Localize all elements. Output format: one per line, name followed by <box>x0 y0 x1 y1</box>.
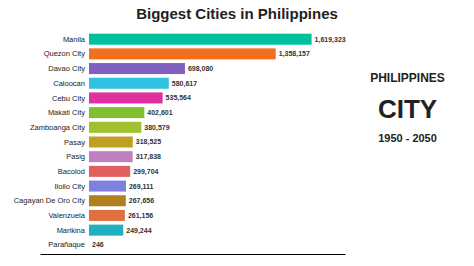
bar <box>89 210 125 221</box>
category-label: Caloocan <box>53 79 85 88</box>
bar <box>89 48 276 59</box>
category-label: Marikina <box>57 226 86 235</box>
data-label: 318,525 <box>136 138 161 146</box>
bar <box>89 63 185 74</box>
category-label: Cagayan De Oro City <box>14 196 86 205</box>
axis-line <box>41 254 346 255</box>
data-label: 249,244 <box>126 227 151 235</box>
bars <box>89 34 312 251</box>
annotation: CITY <box>378 94 437 124</box>
category-label: Davao City <box>48 64 85 73</box>
category-label: Manila <box>63 35 86 44</box>
bar <box>89 107 144 118</box>
category-label: Valenzuela <box>48 211 85 220</box>
data-label: 267,656 <box>129 197 154 205</box>
chart: Biggest Cities in Philippines Manila Quezo… <box>0 0 474 266</box>
data-label: 1,358,157 <box>279 50 310 58</box>
x-axis <box>41 254 346 255</box>
category-label: Cebu City <box>52 94 85 103</box>
annotations: PHILIPPINES CITY 1950 - 2050 <box>370 71 445 144</box>
annotation: 1950 - 2050 <box>378 132 437 144</box>
category-label: Iloilo City <box>55 182 86 191</box>
data-label: 402,601 <box>147 109 172 117</box>
category-label: Quezon City <box>44 49 86 58</box>
category-labels: Manila Quezon City Davao City Caloocan Cebu … <box>14 35 86 250</box>
data-labels: 1,619,323 1,358,157 698,080 580,617 535,564 4… <box>92 36 346 249</box>
bar <box>89 136 133 147</box>
bar <box>89 181 126 192</box>
data-label: 261,156 <box>128 212 153 220</box>
title: Biggest Cities in Philippines <box>136 5 338 22</box>
bar <box>89 166 130 177</box>
data-label: 317,838 <box>136 153 161 161</box>
category-label: Pasig <box>66 152 85 161</box>
category-label: Parañaque <box>48 240 85 249</box>
data-label: 380,579 <box>144 124 169 132</box>
category-label: Pasay <box>64 138 85 147</box>
bar <box>89 122 141 133</box>
bar <box>89 151 133 162</box>
category-label: Makati City <box>48 108 85 117</box>
bar <box>88 239 89 250</box>
data-label: 535,564 <box>166 94 191 102</box>
data-label: 580,617 <box>172 80 197 88</box>
bar <box>89 225 123 236</box>
annotation: PHILIPPINES <box>370 71 445 85</box>
data-label: 299,704 <box>133 168 158 176</box>
plot: Manila Quezon City Davao City Caloocan Cebu … <box>14 34 346 255</box>
bar <box>89 78 169 89</box>
data-label: 1,619,323 <box>315 36 346 44</box>
bar <box>89 92 163 103</box>
bar <box>89 195 126 206</box>
data-label: 698,080 <box>188 65 213 73</box>
data-label: 269,111 <box>129 183 154 191</box>
data-label: 246 <box>92 241 104 248</box>
category-label: Zamboanga City <box>30 123 85 132</box>
category-label: Bacolod <box>58 167 85 176</box>
bar <box>89 34 312 45</box>
